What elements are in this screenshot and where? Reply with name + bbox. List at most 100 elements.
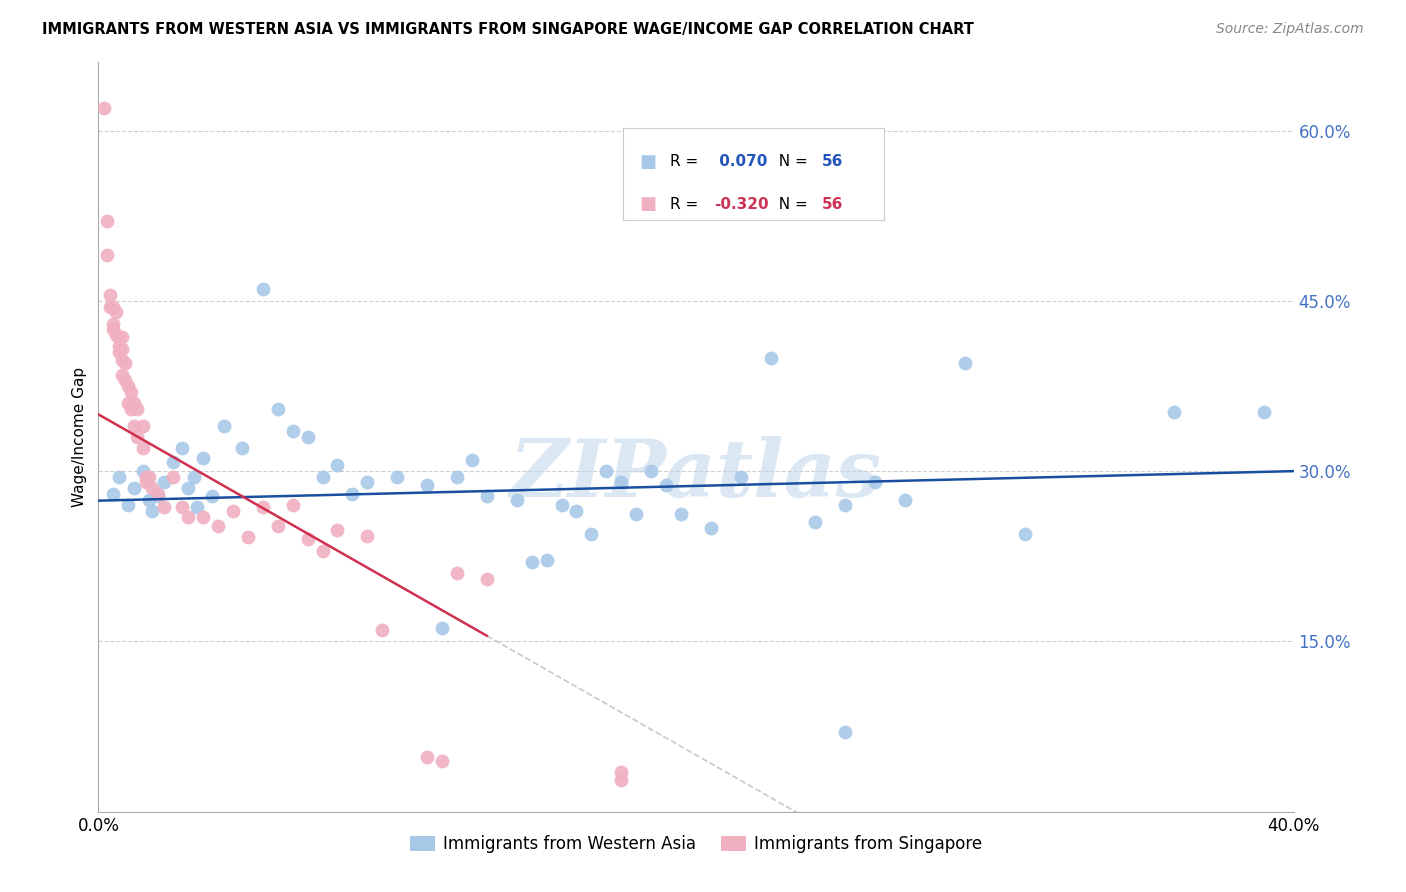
Text: N =: N = — [769, 197, 813, 211]
Point — [124, 418, 146, 433]
Point — [114, 373, 136, 387]
Point — [172, 500, 194, 515]
Point — [135, 475, 157, 490]
Point — [132, 418, 155, 433]
Point — [93, 101, 115, 115]
Point — [186, 500, 208, 515]
Point — [894, 492, 917, 507]
Point — [177, 481, 200, 495]
Point — [183, 470, 205, 484]
Point — [595, 464, 617, 478]
Point — [103, 317, 125, 331]
Point — [172, 442, 194, 456]
Point — [191, 450, 214, 465]
Text: Source: ZipAtlas.com: Source: ZipAtlas.com — [1216, 22, 1364, 37]
Point — [103, 300, 125, 314]
Point — [520, 555, 543, 569]
Point — [834, 498, 856, 512]
Point — [117, 379, 139, 393]
Point — [865, 475, 887, 490]
Point — [416, 477, 439, 491]
Point — [120, 384, 142, 399]
Text: 0.070: 0.070 — [714, 154, 768, 169]
Point — [127, 430, 149, 444]
Point — [326, 523, 349, 537]
Point — [610, 764, 633, 779]
Point — [430, 754, 453, 768]
Point — [267, 518, 290, 533]
Point — [124, 396, 146, 410]
Point — [120, 401, 142, 416]
Point — [98, 288, 122, 302]
Y-axis label: Wage/Income Gap: Wage/Income Gap — [72, 367, 87, 508]
Point — [446, 470, 468, 484]
Point — [108, 330, 131, 344]
Point — [430, 621, 453, 635]
Point — [201, 489, 224, 503]
Text: ■: ■ — [640, 195, 657, 213]
Point — [117, 396, 139, 410]
Point — [148, 489, 170, 503]
Text: ZIPatlas: ZIPatlas — [510, 436, 882, 513]
Point — [153, 475, 176, 490]
Point — [536, 552, 558, 566]
Point — [281, 425, 304, 439]
Point — [342, 487, 364, 501]
Point — [103, 322, 125, 336]
Point — [103, 487, 125, 501]
Point — [1253, 405, 1275, 419]
Point — [96, 248, 118, 262]
Text: R =: R = — [671, 197, 703, 211]
Point — [506, 492, 529, 507]
Point — [231, 442, 253, 456]
Point — [356, 475, 378, 490]
Point — [162, 455, 184, 469]
Point — [111, 352, 134, 367]
Point — [1014, 526, 1036, 541]
Point — [356, 529, 378, 543]
Point — [141, 481, 163, 495]
Point — [108, 470, 131, 484]
Point — [550, 498, 572, 512]
Point — [475, 572, 498, 586]
Point — [96, 214, 118, 228]
Point — [191, 509, 214, 524]
Point — [111, 330, 134, 344]
Point — [326, 458, 349, 473]
Point — [111, 342, 134, 356]
Point — [138, 492, 160, 507]
Point — [138, 470, 160, 484]
Point — [385, 470, 409, 484]
Point — [267, 401, 290, 416]
Point — [297, 533, 319, 547]
Point — [311, 470, 333, 484]
Point — [461, 452, 484, 467]
Point — [252, 283, 274, 297]
Point — [610, 475, 633, 490]
Point — [153, 500, 176, 515]
Legend: Immigrants from Western Asia, Immigrants from Singapore: Immigrants from Western Asia, Immigrants… — [404, 829, 988, 860]
Point — [127, 401, 149, 416]
Point — [108, 345, 131, 359]
Point — [953, 356, 976, 370]
Text: 56: 56 — [823, 154, 844, 169]
Point — [669, 508, 692, 522]
Point — [207, 518, 229, 533]
Point — [475, 489, 498, 503]
Point — [117, 498, 139, 512]
Point — [626, 508, 648, 522]
Point — [655, 477, 678, 491]
Point — [124, 481, 146, 495]
Point — [98, 300, 122, 314]
Text: R =: R = — [671, 154, 703, 169]
Point — [610, 772, 633, 787]
Point — [162, 470, 184, 484]
Point — [111, 368, 134, 382]
Point — [281, 498, 304, 512]
Point — [834, 725, 856, 739]
Point — [177, 509, 200, 524]
Point — [297, 430, 319, 444]
Point — [730, 470, 752, 484]
Point — [132, 442, 155, 456]
Point — [416, 750, 439, 764]
